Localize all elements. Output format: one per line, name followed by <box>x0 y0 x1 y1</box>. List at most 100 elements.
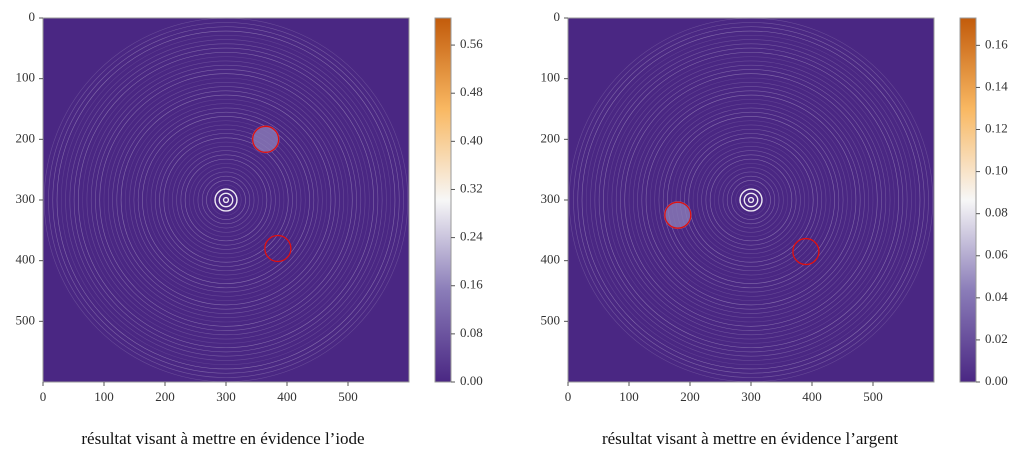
colorbar <box>959 17 977 383</box>
y-tick-label: 500 <box>541 312 561 327</box>
ring <box>206 180 246 220</box>
ring <box>577 26 925 374</box>
ring <box>159 133 293 267</box>
ring <box>641 90 861 310</box>
colorbar-tick-label: 0.40 <box>460 132 483 147</box>
ring <box>218 192 234 208</box>
ring <box>69 43 383 357</box>
colorbar-tick-label: 0.12 <box>985 120 1008 135</box>
ring <box>103 77 349 323</box>
ring <box>112 86 340 314</box>
ring <box>65 39 387 361</box>
ring <box>201 175 251 225</box>
ring <box>731 180 771 220</box>
ring <box>52 26 400 374</box>
ring <box>679 128 823 272</box>
ring <box>662 111 840 289</box>
ring <box>86 60 366 340</box>
ring <box>692 141 810 259</box>
x-tick-label: 200 <box>680 389 700 404</box>
ring <box>214 188 238 212</box>
x-tick-label: 400 <box>802 389 822 404</box>
ring <box>743 192 759 208</box>
colorbar-tick-label: 0.16 <box>985 36 1008 51</box>
ring <box>82 56 370 344</box>
colorbar-tick-label: 0.14 <box>985 78 1008 93</box>
roi-circle <box>792 237 820 266</box>
colorbar <box>434 17 452 383</box>
ring <box>193 167 259 233</box>
ring <box>568 18 934 382</box>
ring <box>585 35 916 365</box>
ring <box>701 150 801 250</box>
ring <box>739 188 763 212</box>
x-tick-label: 100 <box>94 389 114 404</box>
colorbar-tick-label: 0.16 <box>460 277 483 292</box>
y-tick-label: 0 <box>29 9 36 24</box>
ring <box>624 73 878 327</box>
ring <box>684 133 818 267</box>
ring <box>637 86 865 314</box>
ring <box>197 171 255 229</box>
y-tick-label: 300 <box>541 191 561 206</box>
ring <box>658 107 844 293</box>
ring <box>150 124 302 276</box>
colorbar-tick-label: 0.10 <box>985 163 1008 178</box>
ring <box>722 171 780 229</box>
x-tick-label: 300 <box>741 389 761 404</box>
ring <box>116 90 336 310</box>
y-tick-label: 300 <box>16 191 36 206</box>
colorbar-tick-label: 0.56 <box>460 36 483 51</box>
ring <box>667 116 835 284</box>
ring <box>189 163 263 237</box>
ring <box>603 52 899 348</box>
ring <box>650 99 852 301</box>
ring <box>107 81 345 319</box>
spot <box>663 201 692 230</box>
ring <box>611 60 891 340</box>
texture <box>43 18 409 382</box>
x-tick-label: 0 <box>40 389 47 404</box>
ring <box>90 64 362 336</box>
ring <box>573 22 929 378</box>
spot <box>251 125 280 154</box>
ring <box>73 47 379 353</box>
ring <box>581 30 921 370</box>
ring <box>671 120 831 280</box>
ring <box>688 137 814 263</box>
ring <box>628 77 874 323</box>
y-tick-label: 400 <box>16 252 36 267</box>
ring <box>714 163 788 237</box>
colorbar-tick-label: 0.08 <box>460 325 483 340</box>
ring <box>735 184 767 216</box>
ring <box>133 107 319 293</box>
x-tick-label: 500 <box>863 389 883 404</box>
ring <box>56 30 396 370</box>
roi-circle <box>664 201 692 229</box>
y-tick-label: 500 <box>16 312 36 327</box>
ring <box>598 47 904 353</box>
y-tick-label: 400 <box>541 252 561 267</box>
x-tick-label: 300 <box>216 389 236 404</box>
image <box>42 17 410 383</box>
ring <box>705 154 797 246</box>
ring <box>709 158 793 242</box>
colorbar-tick-label: 0.08 <box>985 205 1008 220</box>
ring <box>184 158 268 242</box>
ring <box>125 99 327 301</box>
x-tick-label: 100 <box>619 389 639 404</box>
ring <box>137 111 315 289</box>
ring <box>142 116 310 284</box>
ring <box>95 69 357 331</box>
colorbar-tick-label: 0.04 <box>985 289 1008 304</box>
ring <box>222 196 230 204</box>
y-tick-label: 0 <box>554 9 561 24</box>
colorbar-tick-label: 0.32 <box>460 180 483 195</box>
ring <box>615 64 887 336</box>
ring <box>48 22 404 378</box>
y-tick-label: 200 <box>541 130 561 145</box>
y-tick-label: 100 <box>16 70 36 85</box>
ring <box>129 103 323 297</box>
ring <box>146 120 306 280</box>
